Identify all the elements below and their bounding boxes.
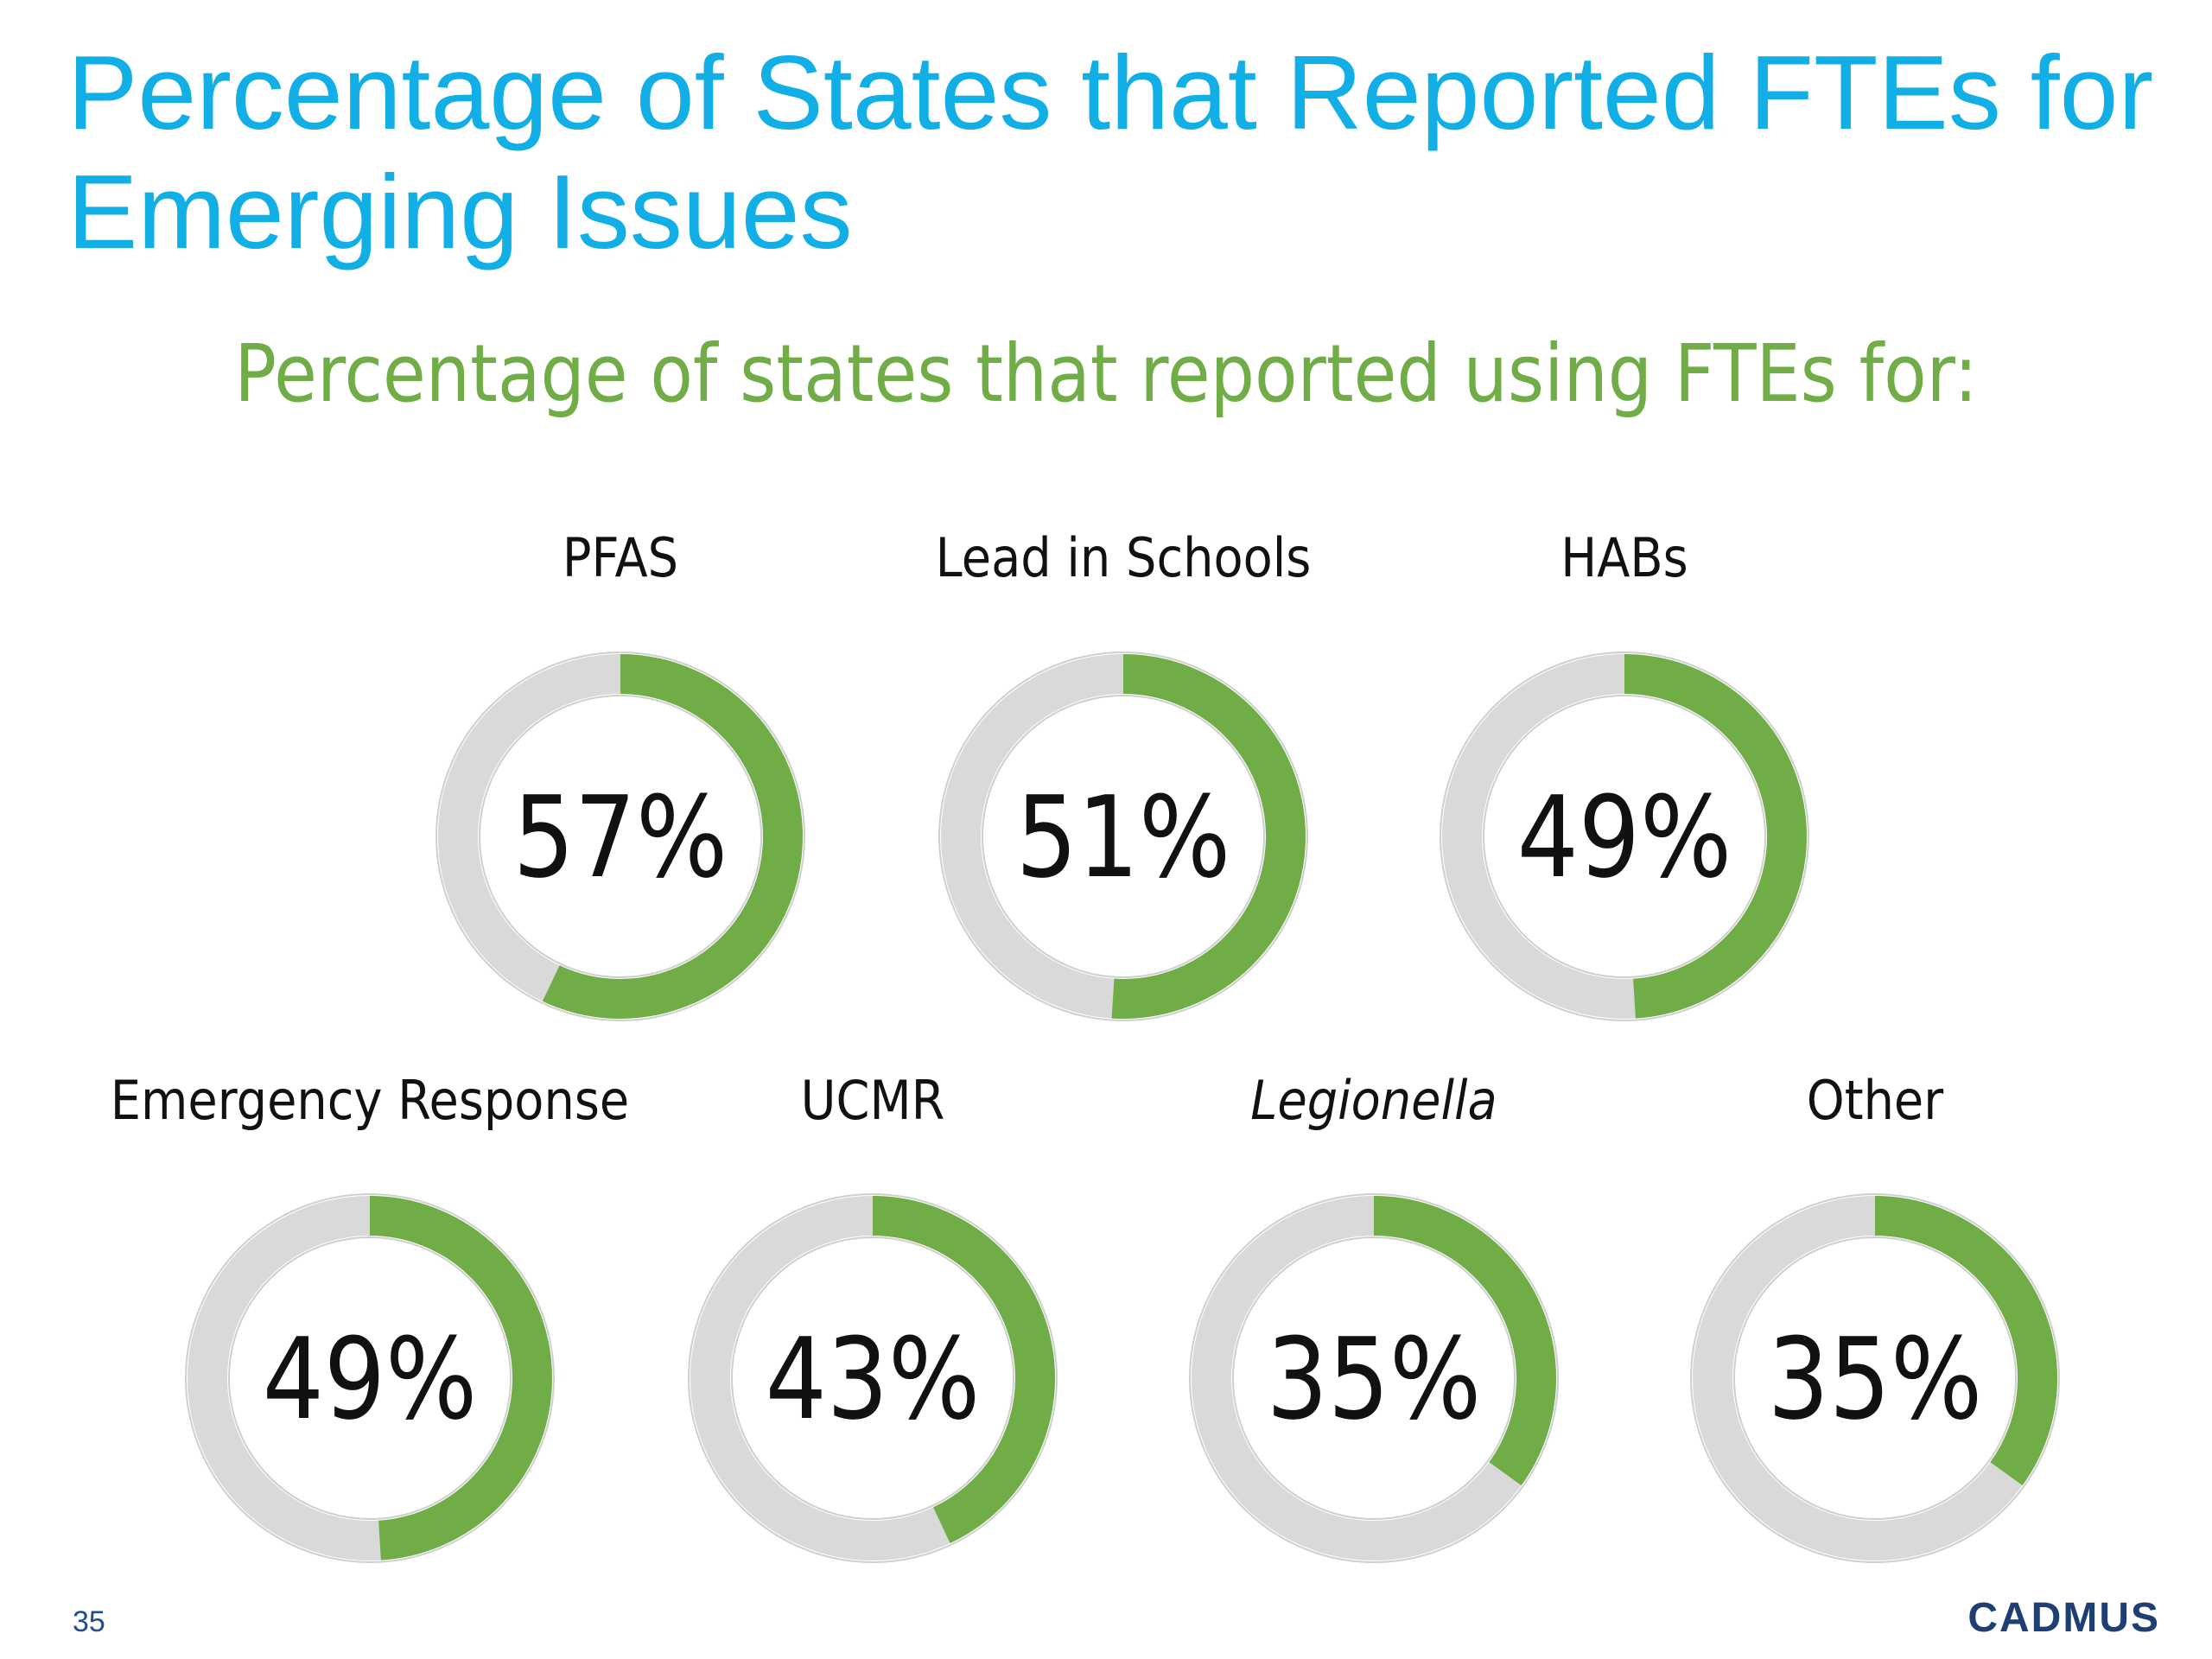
donut-ring: 43%: [688, 1193, 1058, 1563]
ring-value-arc: [1693, 1196, 2057, 1560]
donut-ring: 35%: [1189, 1193, 1559, 1563]
donut-ring: 57%: [435, 652, 805, 1021]
donut-value-label: 57%: [513, 772, 728, 903]
ring-value-arc: [438, 654, 803, 1019]
donut-value-label: 35%: [1768, 1313, 1982, 1445]
donut-label: Other: [1806, 1069, 1944, 1132]
ring-value-arc: [1442, 654, 1807, 1019]
ring-outline: [185, 1193, 555, 1563]
donut-ring: 49%: [185, 1193, 555, 1563]
donut-label: PFAS: [562, 526, 679, 589]
donut-value-label: 49%: [1517, 772, 1732, 903]
ring-inner-outline: [982, 695, 1265, 978]
donut-value-label: 51%: [1016, 772, 1230, 903]
donut-label: HABs: [1560, 526, 1688, 589]
cadmus-logo: CADMUS: [1967, 1595, 2160, 1641]
ring-value-arc: [188, 1196, 552, 1560]
ring-outline: [435, 652, 805, 1021]
ring-inner-outline: [228, 1236, 512, 1520]
slide-title: Percentage of States that Reported FTEs …: [67, 34, 2154, 270]
ring-outline: [938, 652, 1308, 1021]
chart-subtitle: Percentage of states that reported using…: [234, 327, 1978, 420]
donut-label: Emergency Response: [110, 1069, 630, 1132]
ring-outline: [1690, 1193, 2060, 1563]
ring-value-arc: [1192, 1196, 1556, 1560]
donut-ring: 49%: [1440, 652, 1809, 1021]
page-number: 35: [73, 1605, 105, 1638]
ring-inner-outline: [1483, 695, 1766, 978]
ring-value-arc: [690, 1196, 1055, 1560]
ring-outline: [1440, 652, 1809, 1021]
ring-outline: [688, 1193, 1058, 1563]
ring-inner-outline: [1733, 1236, 2017, 1520]
ring-inner-outline: [479, 695, 762, 978]
ring-inner-outline: [1232, 1236, 1516, 1520]
donut-label: Lead in Schools: [935, 526, 1312, 589]
donut-value-label: 35%: [1267, 1313, 1481, 1445]
ring-value-arc: [941, 654, 1306, 1019]
donut-value-label: 49%: [263, 1313, 477, 1445]
donut-ring: 35%: [1690, 1193, 2060, 1563]
ring-outline: [1189, 1193, 1559, 1563]
donut-ring: 51%: [938, 652, 1308, 1021]
ring-inner-outline: [731, 1236, 1014, 1520]
donut-value-label: 43%: [766, 1313, 980, 1445]
donut-label: UCMR: [800, 1069, 945, 1132]
donut-label: Legionella: [1250, 1069, 1497, 1132]
